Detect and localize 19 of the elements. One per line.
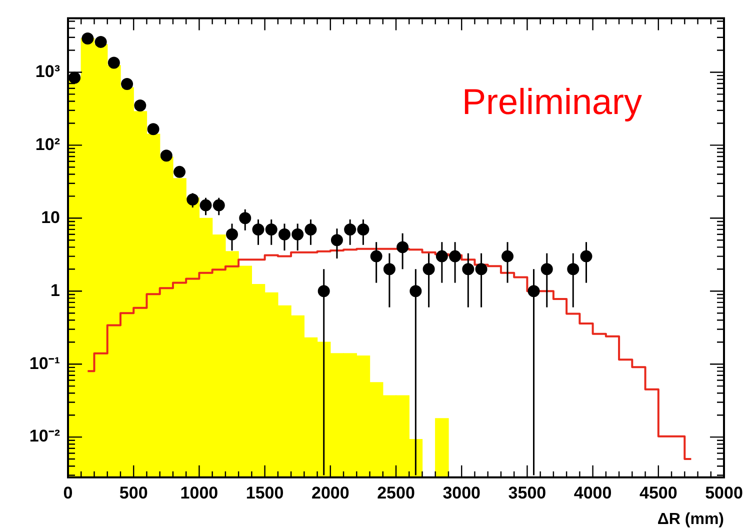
x-tick-label: 1000 [180, 483, 218, 502]
x-tick-label: 500 [119, 483, 148, 502]
x-tick-label: 1500 [246, 483, 284, 502]
x-tick-label: 4500 [639, 483, 678, 502]
y-tick-label: 1 [50, 280, 60, 300]
x-tick-label: 4000 [574, 483, 612, 502]
y-tick-label: 10⁻² [29, 426, 60, 446]
x-tick-label: 5000 [705, 483, 743, 502]
x-tick-label: 3000 [442, 483, 481, 502]
y-tick-label: 10² [35, 134, 60, 154]
y-tick-label: 10⁻¹ [29, 354, 60, 373]
x-tick-label: 3500 [508, 483, 546, 502]
x-tick-label: 2500 [377, 483, 415, 502]
y-tick-label: 10 [41, 208, 60, 227]
annotation: Preliminary [462, 81, 642, 122]
x-tick-label: 0 [63, 483, 73, 502]
y-tick-label: 10³ [35, 62, 60, 81]
x-tick-label: 2000 [311, 483, 350, 502]
x-axis-title: ΔR (mm) [657, 510, 724, 528]
